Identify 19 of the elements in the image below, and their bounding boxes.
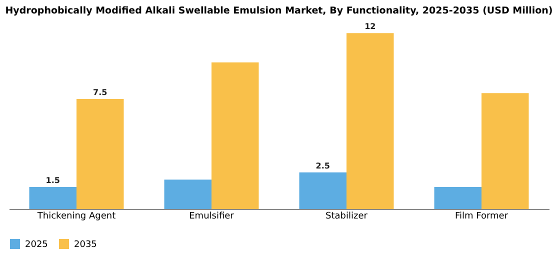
bar — [164, 180, 212, 209]
data-label: 2.5 — [316, 161, 330, 170]
x-tick-label: Stabilizer — [326, 212, 368, 222]
bar — [434, 187, 482, 209]
data-label: 1.5 — [46, 176, 60, 186]
x-tick-label: Thickening Agent — [36, 212, 116, 222]
legend-label: 2025 — [25, 240, 48, 250]
bar — [212, 62, 259, 209]
bar — [76, 99, 124, 209]
data-label: 7.5 — [93, 88, 108, 98]
x-tick-label: Film Former — [454, 212, 508, 222]
data-label: 12 — [364, 22, 376, 32]
bar — [482, 93, 529, 209]
legend-label: 2035 — [74, 240, 97, 250]
bar — [346, 33, 394, 209]
bar — [299, 172, 346, 209]
bar — [29, 187, 76, 209]
chart-title: Hydrophobically Modified Alkali Swellable Emulsion Market, By Functionality, 2025-2035 (USD Million) — [5, 6, 553, 16]
x-tick-label: Emulsifier — [189, 212, 234, 222]
